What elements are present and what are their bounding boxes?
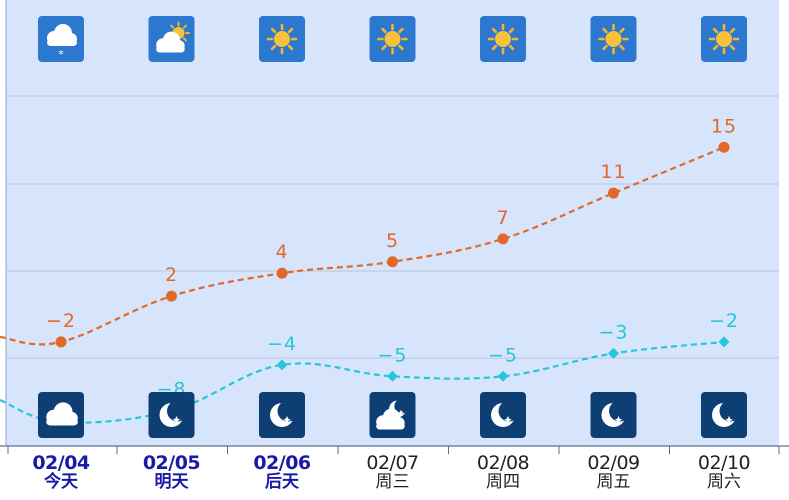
svg-text:*: *: [58, 48, 64, 61]
date-tick: 02/10 周六: [674, 452, 774, 492]
weekday-label: 周五: [596, 471, 631, 492]
high-value-label: 15: [711, 115, 737, 137]
date-tick: 02/09 周五: [564, 452, 664, 492]
high-point: [55, 336, 67, 348]
moon-cloud-icon: [369, 392, 416, 438]
low-point: [497, 370, 509, 382]
sun-icon: [369, 16, 416, 62]
weekday-label: 今天: [44, 471, 78, 492]
high-point: [276, 267, 288, 279]
low-value-label: −5: [377, 344, 407, 366]
low-point: [276, 359, 288, 371]
weekday-label: 后天: [265, 471, 299, 492]
date-tick: 02/06 后天: [232, 452, 332, 492]
weekday-label: 周四: [486, 471, 520, 492]
crescent-moon-icon: [259, 392, 305, 438]
snow-cloud-icon: *: [38, 16, 84, 62]
high-value-label: 2: [165, 264, 178, 286]
date-tick: 02/04 今天: [11, 452, 111, 492]
crescent-moon-icon: [590, 392, 637, 438]
high-point: [166, 290, 177, 302]
sun-icon: [480, 16, 526, 62]
high-value-label: 7: [496, 207, 509, 229]
low-value-label: −5: [488, 344, 518, 366]
low-point: [608, 347, 619, 359]
cloud-icon: [38, 392, 84, 438]
date-tick: 02/05 明天: [122, 452, 222, 492]
date-label: 02/09: [587, 452, 640, 474]
high-point: [718, 141, 730, 153]
date-tick: 02/07 周三: [343, 452, 443, 492]
sun-icon: [590, 16, 637, 62]
high-temp-line: [0, 146, 725, 346]
date-label: 02/04: [32, 452, 90, 474]
weekday-label: 周六: [707, 471, 741, 492]
high-value-label: 4: [275, 241, 288, 263]
low-value-label: −4: [267, 333, 297, 355]
crescent-moon-icon: [701, 392, 747, 438]
high-point: [608, 187, 619, 199]
high-value-label: 11: [600, 161, 626, 183]
sun-icon: [259, 16, 305, 62]
sun-icon: [701, 16, 747, 62]
low-temp-line: [0, 340, 725, 424]
low-point: [718, 336, 730, 348]
weekday-label: 周三: [375, 471, 410, 492]
weekday-label: 明天: [154, 471, 189, 492]
date-tick: 02/08 周四: [453, 452, 553, 492]
high-value-label: 5: [386, 230, 399, 252]
high-point: [497, 233, 509, 245]
partly-sunny-icon: [148, 16, 195, 62]
low-point: [387, 370, 398, 382]
date-label: 02/06: [253, 452, 311, 474]
date-label: 02/07: [366, 452, 419, 474]
low-value-label: −2: [709, 310, 739, 332]
date-label: 02/08: [476, 452, 530, 474]
crescent-moon-icon: [148, 392, 195, 438]
date-label: 02/10: [697, 452, 751, 474]
low-value-label: −3: [598, 321, 628, 343]
crescent-moon-icon: [480, 392, 526, 438]
high-point: [387, 256, 398, 268]
date-label: 02/05: [142, 452, 201, 474]
high-value-label: −2: [46, 310, 76, 332]
